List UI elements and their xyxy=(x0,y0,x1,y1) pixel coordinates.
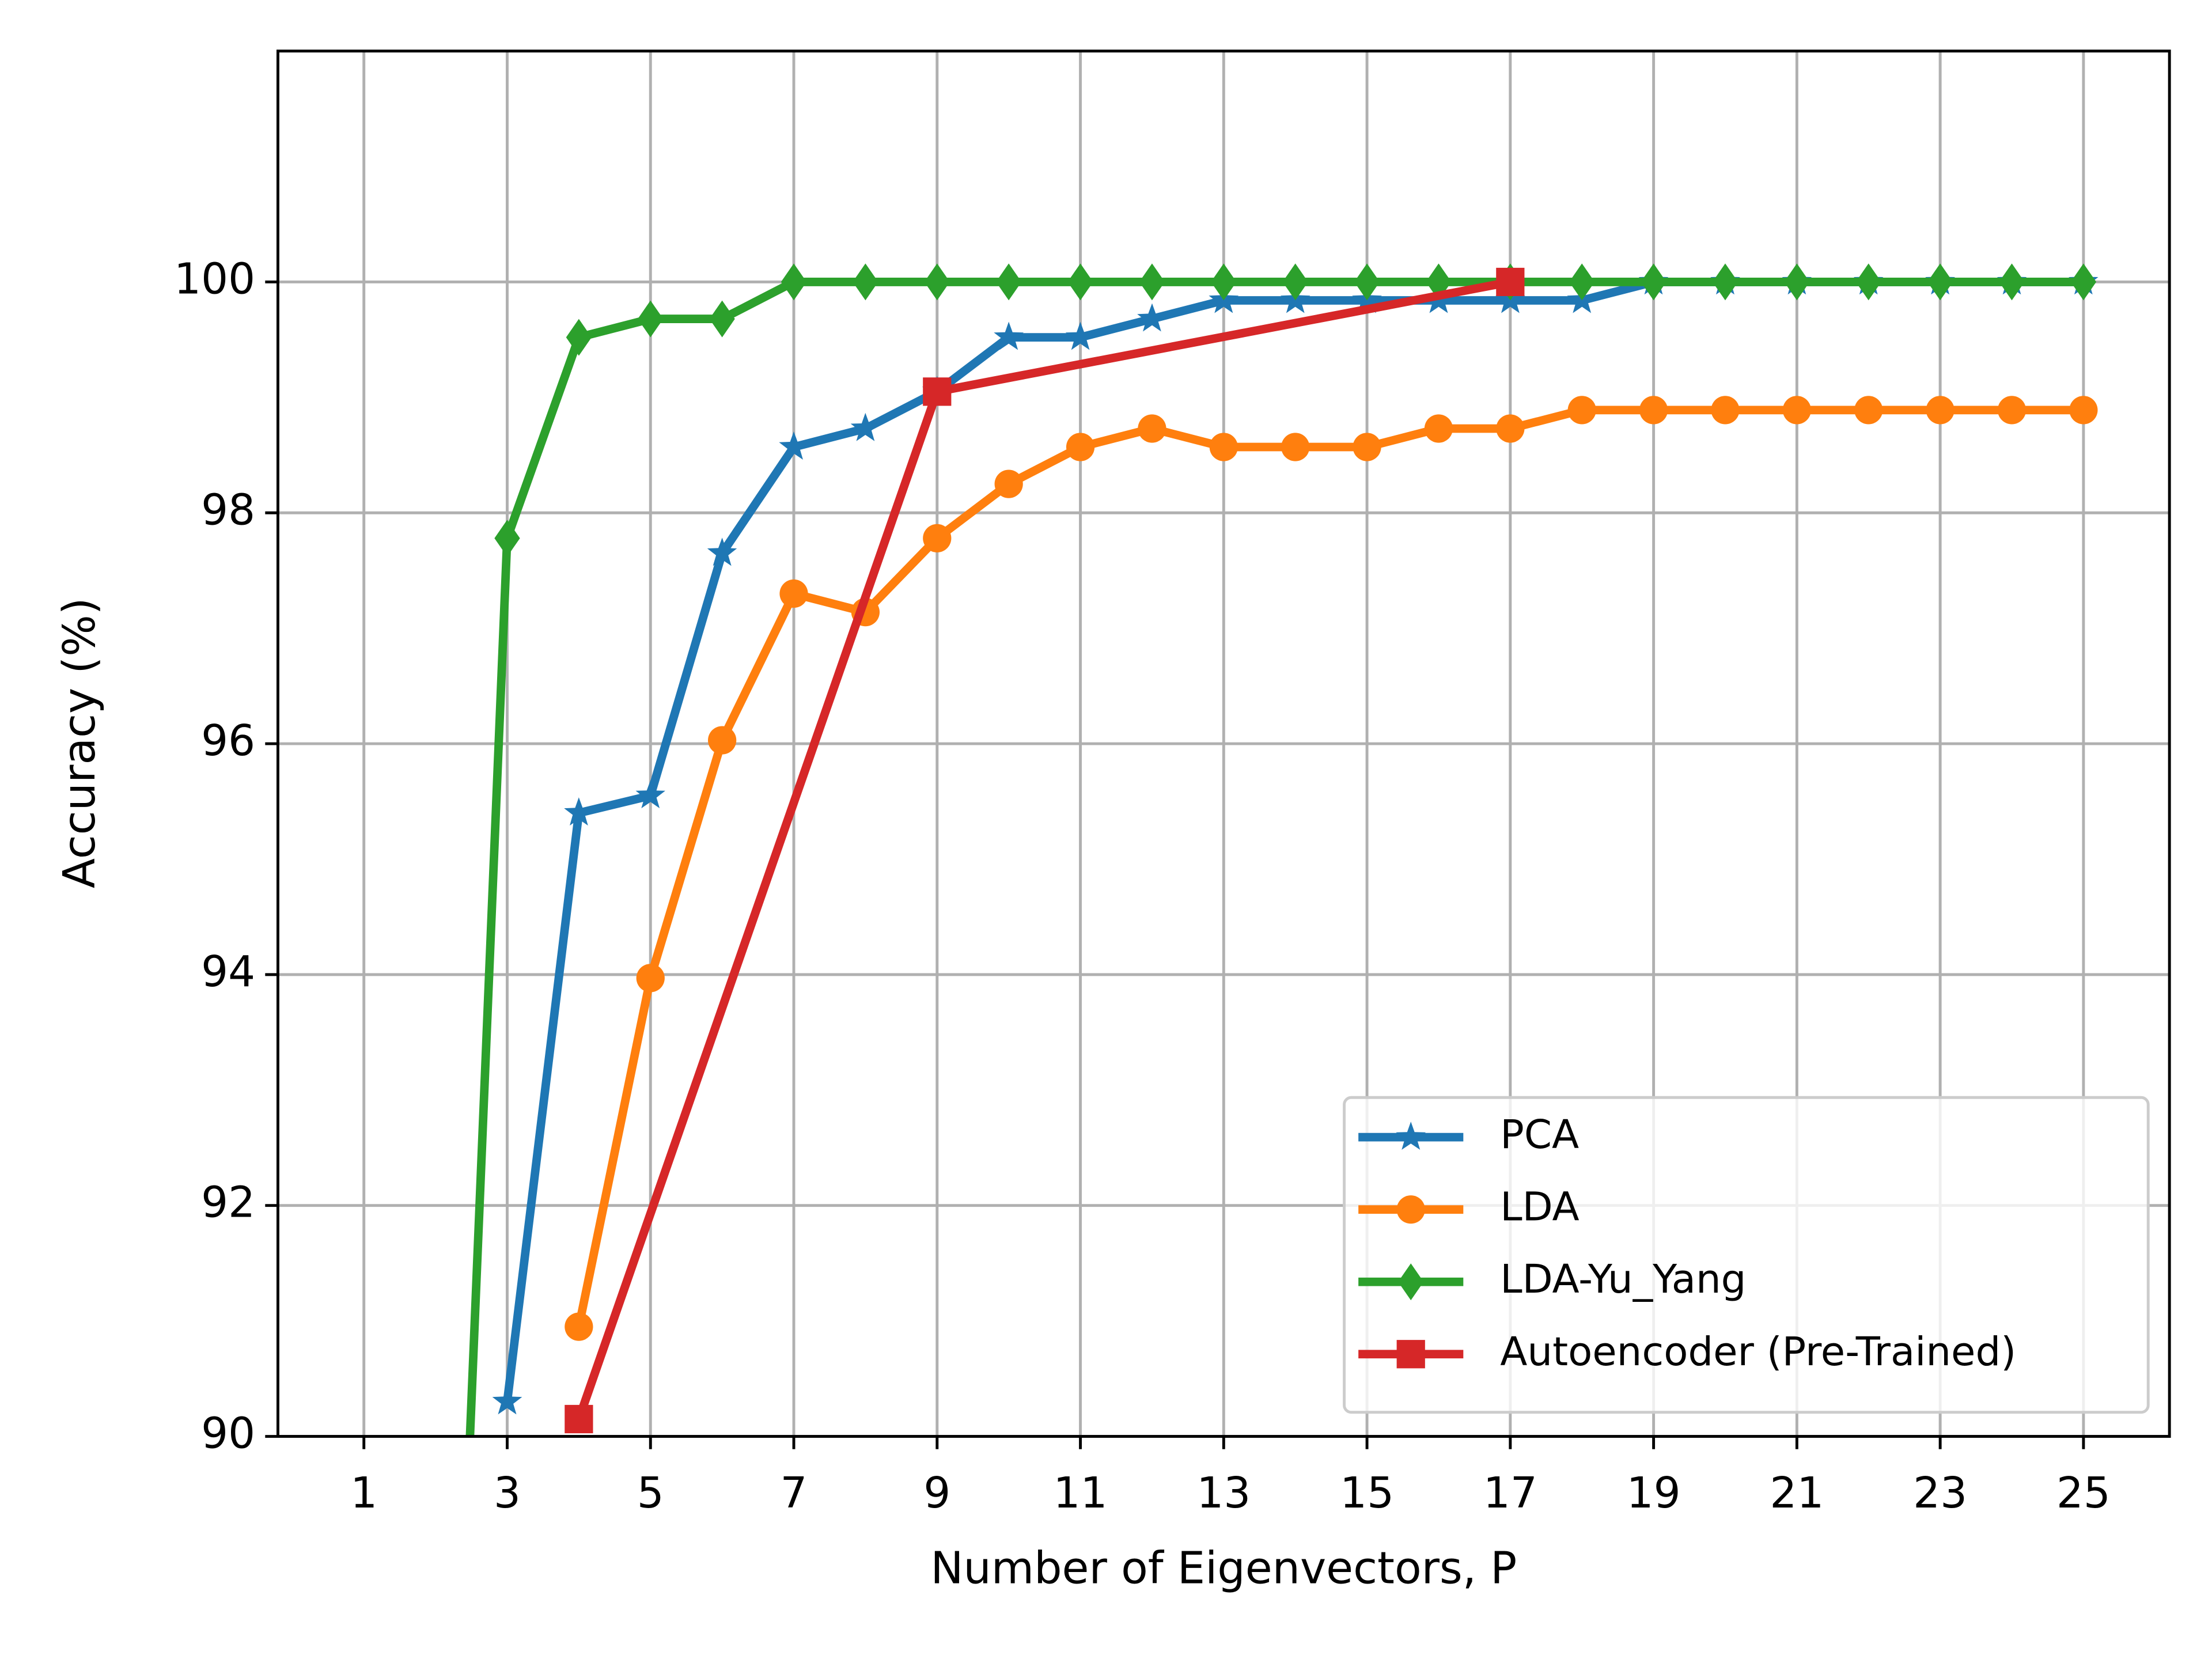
marker xyxy=(1639,396,1668,425)
y-tick-label: 92 xyxy=(201,1178,255,1228)
marker xyxy=(707,537,737,566)
marker xyxy=(494,520,520,557)
marker xyxy=(708,726,737,755)
marker xyxy=(2069,396,2098,425)
marker xyxy=(1784,263,1810,301)
marker xyxy=(1067,263,1093,301)
marker xyxy=(1496,414,1525,443)
marker xyxy=(1066,433,1095,461)
x-tick-label: 17 xyxy=(1483,1468,1537,1518)
marker xyxy=(565,1312,593,1341)
marker xyxy=(1569,263,1595,301)
marker xyxy=(636,964,665,993)
plot-area xyxy=(465,263,2099,1437)
data-line xyxy=(574,406,2084,1328)
marker xyxy=(1855,263,1881,301)
legend-marker xyxy=(1396,1340,1425,1369)
marker xyxy=(564,797,594,826)
marker xyxy=(492,1386,522,1415)
data-line xyxy=(465,278,2084,1437)
marker xyxy=(1281,433,1310,461)
x-tick-label: 5 xyxy=(637,1468,664,1518)
marker xyxy=(994,469,1023,498)
marker xyxy=(779,579,808,608)
marker xyxy=(1138,414,1166,443)
marker xyxy=(1354,263,1380,301)
marker xyxy=(924,263,950,301)
marker xyxy=(1712,263,1738,301)
marker xyxy=(1997,396,2027,425)
marker xyxy=(994,321,1024,350)
legend-label: LDA xyxy=(1500,1184,1579,1230)
x-tick-label: 13 xyxy=(1196,1468,1251,1518)
x-tick-label: 25 xyxy=(2056,1468,2111,1518)
y-tick-label: 96 xyxy=(201,716,255,766)
legend-label: Autoencoder (Pre-Trained) xyxy=(1500,1329,2016,1375)
marker xyxy=(1711,396,1740,425)
legend: PCA LDA LDA-Yu_Yang Autoencoder (Pre-Traine… xyxy=(1343,1096,2150,1414)
y-tick-label: 98 xyxy=(201,485,255,535)
marker xyxy=(923,524,952,552)
x-tick-label: 7 xyxy=(781,1468,808,1518)
x-tick-label: 11 xyxy=(1054,1468,1108,1518)
marker xyxy=(565,1404,593,1434)
marker xyxy=(1211,263,1237,301)
marker xyxy=(996,263,1022,301)
marker xyxy=(923,377,952,406)
marker xyxy=(1782,396,1811,425)
marker xyxy=(1926,396,1955,425)
marker xyxy=(1353,433,1381,461)
legend-label: PCA xyxy=(1500,1112,1579,1158)
y-axis-label: Accuracy (%) xyxy=(54,598,105,889)
x-tick-label: 21 xyxy=(1770,1468,1824,1518)
y-tick-label: 94 xyxy=(201,947,255,997)
marker xyxy=(1999,263,2025,301)
x-tick-label: 3 xyxy=(494,1468,521,1518)
marker xyxy=(635,780,665,809)
marker xyxy=(850,412,881,441)
y-tick-label: 100 xyxy=(174,254,255,304)
marker xyxy=(1065,321,1096,350)
legend-label: LDA-Yu_Yang xyxy=(1500,1256,1746,1302)
marker xyxy=(1927,263,1953,301)
legend-box xyxy=(1343,1096,2150,1414)
legend-marker xyxy=(1398,1263,1424,1301)
marker xyxy=(853,263,878,301)
x-tick-label: 1 xyxy=(350,1468,377,1518)
marker xyxy=(1641,263,1666,301)
marker xyxy=(638,300,664,338)
marker xyxy=(779,431,809,460)
marker xyxy=(1854,396,1883,425)
marker xyxy=(2070,263,2097,301)
marker xyxy=(1424,414,1453,443)
marker xyxy=(1139,263,1165,301)
x-axis-label: Number of Eigenvectors, P xyxy=(930,1542,1517,1593)
marker xyxy=(1567,396,1596,425)
legend-marker xyxy=(1396,1122,1426,1150)
marker xyxy=(1282,263,1308,301)
x-tick-label: 15 xyxy=(1340,1468,1394,1518)
x-tick-label: 9 xyxy=(923,1468,950,1518)
x-tick-label: 19 xyxy=(1627,1468,1681,1518)
x-tick-label: 23 xyxy=(1913,1468,1967,1518)
marker xyxy=(709,300,735,338)
marker xyxy=(1137,303,1167,332)
legend-marker xyxy=(1396,1195,1425,1224)
y-tick-label: 90 xyxy=(201,1409,255,1459)
marker xyxy=(1496,267,1525,297)
marker xyxy=(1209,433,1238,461)
marker xyxy=(781,263,807,301)
